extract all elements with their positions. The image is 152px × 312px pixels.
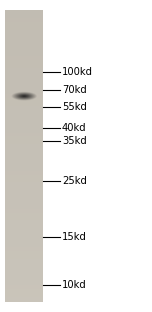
Text: 70kd: 70kd — [62, 85, 87, 95]
Text: 10kd: 10kd — [62, 280, 87, 290]
Text: 100kd: 100kd — [62, 67, 93, 77]
Text: 25kd: 25kd — [62, 176, 87, 186]
Text: 55kd: 55kd — [62, 102, 87, 112]
Text: 15kd: 15kd — [62, 232, 87, 242]
Text: 35kd: 35kd — [62, 136, 87, 146]
Text: 40kd: 40kd — [62, 123, 87, 133]
